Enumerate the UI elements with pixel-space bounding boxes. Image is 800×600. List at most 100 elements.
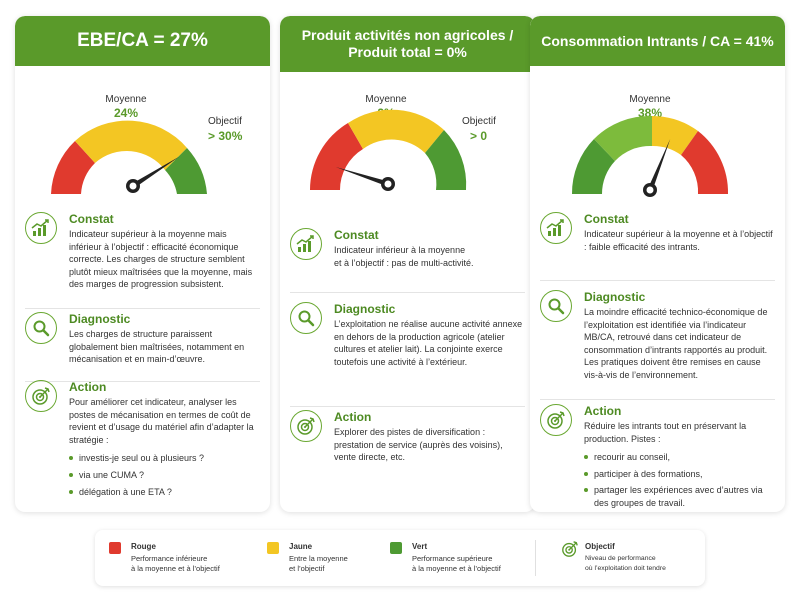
legend-desc-line: Performance inférieure (131, 554, 208, 563)
diagnostic-section: Diagnostic La moindre efficacité technic… (540, 290, 775, 400)
gauge-hub-center (384, 180, 392, 188)
constat-text: Indicateur supérieur à la moyenne mais i… (69, 229, 253, 290)
gauge-segment-yellow (652, 116, 698, 155)
objectif-label: Objectif (462, 116, 496, 127)
diagnostic-section: Diagnostic Les charges de structure para… (25, 312, 260, 372)
gauge-segment-red (681, 131, 729, 194)
moyenne-label: Moyenne (105, 94, 147, 105)
legend-swatch-yellow (267, 542, 279, 554)
gauge-chart (310, 109, 467, 191)
constat-section: Constat Indicateur supérieur à la moyenn… (25, 212, 260, 292)
legend-name: Jaune (289, 542, 313, 551)
objectif-value: > 30% (208, 129, 243, 143)
gauge-area: Moyenne 24% Objectif > 30% (15, 66, 270, 206)
card-title: Consommation Intrants / CA = 41% (530, 16, 785, 66)
moyenne-label: Moyenne (629, 94, 671, 105)
divider (25, 308, 260, 309)
constat-section: Constat Indicateur supérieur à la moyenn… (540, 212, 775, 272)
legend-name: Rouge (131, 542, 156, 551)
legend: Rouge Performance inférieure à la moyenn… (95, 530, 705, 586)
gauge-needle (647, 138, 671, 191)
legend-desc-line: où l’exploitation doit tendre (585, 565, 666, 572)
magnifier-icon (540, 290, 572, 322)
indicator-card-intrants: Consommation Intrants / CA = 41% Moyenne… (530, 16, 785, 512)
action-bullet: investis-je seul ou à plusieurs ? (69, 452, 260, 465)
constat-text: Indicateur supérieur à la moyenne et à l… (584, 229, 773, 252)
target-arrow-icon (290, 410, 322, 442)
legend-desc: Performance inférieure à la moyenne et à… (131, 554, 220, 574)
action-bullet: délégation à une ETA ? (69, 486, 260, 499)
card-title-line1: Produit activités non agricoles / (301, 27, 514, 44)
constat-title: Constat (334, 228, 379, 242)
magnifier-icon (290, 302, 322, 334)
legend-desc-line: à la moyenne et à l’objectif (412, 564, 501, 573)
gauge-segment-light-green (594, 115, 652, 161)
target-arrow-icon (25, 380, 57, 412)
diagnostic-text: Les charges de structure paraissent glob… (69, 329, 245, 365)
moyenne-value: 24% (113, 106, 139, 120)
gauge-hub-center (129, 182, 137, 190)
chart-growth-icon (540, 212, 572, 244)
action-text-block: Pour améliorer cet indicateur, analyser … (69, 396, 260, 502)
indicator-card-produit-non-agricole: Produit activités non agricoles / Produi… (280, 16, 535, 512)
gauge-needle (335, 167, 389, 187)
action-text: Explorer des pistes de diversification :… (334, 427, 503, 463)
divider (290, 292, 525, 293)
gauge-segment-yellow (75, 120, 187, 170)
diagnostic-text: L’exploitation ne réalise aucune activit… (334, 319, 523, 367)
legend-separator (535, 540, 536, 576)
gauge-segment-red (310, 123, 363, 190)
legend-name: Vert (412, 542, 428, 551)
diagnostic-section: Diagnostic L’exploitation ne réalise auc… (290, 302, 525, 392)
action-section: Action Pour améliorer cet indicateur, an… (25, 380, 260, 510)
gauge-segment-green (165, 148, 207, 194)
action-text: Réduire les intrants tout en préservant … (584, 421, 747, 444)
gauge-area: Moyenne 2% Objectif > 0 (280, 72, 535, 206)
legend-desc-line: Performance supérieure (412, 554, 493, 563)
divider (25, 381, 260, 382)
action-bullets: investis-je seul ou à plusieurs ? via un… (69, 452, 260, 498)
gauge-chart (571, 115, 729, 197)
chart-growth-icon (290, 228, 322, 260)
magnifier-icon (25, 312, 57, 344)
gauge-area: Moyenne 38% (530, 66, 785, 206)
gauge-needle (131, 156, 180, 189)
action-bullet: partager les expériences avec d’autres v… (584, 484, 775, 509)
legend-desc-line: et l’objectif (289, 564, 325, 573)
action-section: Action Explorer des pistes de diversific… (290, 410, 525, 490)
constat-title: Constat (584, 212, 629, 226)
legend-desc: Niveau de performance où l’exploitation … (585, 554, 666, 574)
target-arrow-icon (540, 404, 572, 436)
gauge-chart (51, 120, 207, 194)
action-bullet: recourir au conseil, (584, 451, 775, 464)
card-title: Produit activités non agricoles / Produi… (280, 16, 535, 72)
card-title: EBE/CA = 27% (15, 16, 270, 66)
gauge-segment-green (571, 139, 615, 194)
card-title-line2: Produit total = 0% (348, 44, 467, 60)
diagnostic-text: La moindre efficacité technico-économiqu… (584, 307, 768, 380)
objectif-value: > 0 (470, 129, 488, 143)
divider (290, 406, 525, 407)
gauge-segment-red (51, 141, 95, 194)
chart-growth-icon (25, 212, 57, 244)
action-title: Action (584, 404, 622, 418)
constat-title: Constat (69, 212, 114, 226)
gauge-segment-green (425, 130, 467, 190)
action-bullet: participer à des formations, (584, 468, 775, 481)
moyenne-label: Moyenne (365, 94, 407, 105)
legend-desc-line: à la moyenne et à l’objectif (131, 564, 220, 573)
diagnostic-title: Diagnostic (584, 290, 646, 304)
card-title-text: Consommation Intrants / CA = 41% (541, 32, 774, 49)
gauge-hub-center (646, 186, 654, 194)
legend-desc-line: Entre la moyenne (289, 554, 348, 563)
diagnostic-title: Diagnostic (334, 302, 396, 316)
legend-desc: Performance supérieure à la moyenne et à… (412, 554, 501, 574)
card-title-text: EBE/CA = 27% (77, 29, 208, 51)
constat-text: Indicateur inférieur à la moyenne et à l… (334, 245, 474, 268)
divider (540, 399, 775, 400)
action-text: Pour améliorer cet indicateur, analyser … (69, 397, 254, 445)
action-title: Action (69, 380, 107, 394)
divider (540, 280, 775, 281)
diagnostic-title: Diagnostic (69, 312, 131, 326)
target-arrow-icon (561, 540, 579, 563)
